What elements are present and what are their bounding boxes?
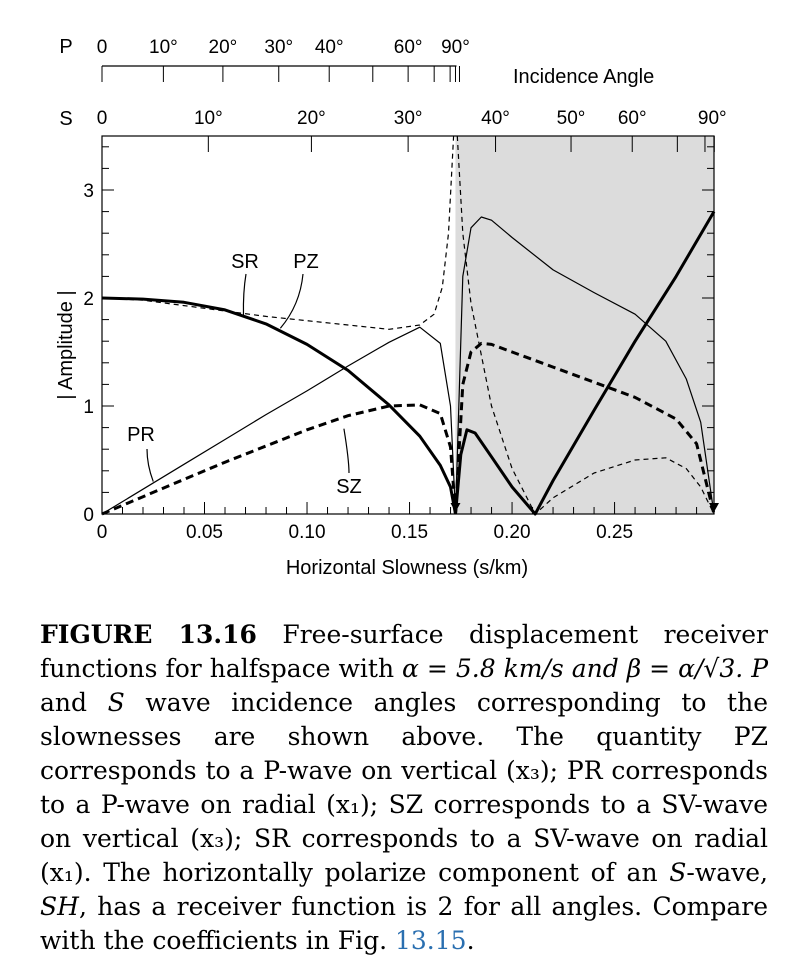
caption-p: P (751, 654, 769, 683)
series-branch-line (454, 341, 716, 515)
y-tick-label: 3 (83, 181, 94, 202)
series-branch-line (454, 216, 715, 515)
p-axis-tick-label: 40° (315, 37, 344, 58)
caption-text-3: -wave, (686, 858, 768, 887)
figure-link[interactable]: 13.15 (395, 926, 467, 955)
series-branch-line (456, 135, 715, 515)
incidence-angle-label: Incidence Angle (513, 66, 654, 88)
caption-text-4: , has a receiver function is 2 for all a… (40, 892, 768, 955)
figure-caption: FIGURE 13.16 Free-surface displacement r… (40, 618, 768, 958)
y-tick-label: 0 (83, 505, 94, 526)
series-sz-line (101, 403, 457, 516)
s-axis-tick-label: 20° (297, 108, 326, 129)
top-axes-layer: 0 10° 20° 30° 40° 60° 90° 0 10° 20° 30° 40° 50° 60° 90… (97, 37, 727, 152)
x-tick-label: 0.25 (596, 522, 633, 543)
s-axis-tick-label: 40° (481, 108, 510, 129)
y-tick-label: 2 (83, 289, 94, 310)
s-axis-tick-label: 30° (394, 108, 423, 129)
annotation-leader-pz (279, 273, 304, 329)
p-axis-tick-label: 30° (264, 37, 293, 58)
caption-s: S (107, 688, 125, 717)
series-pz-line (101, 296, 457, 515)
caption-s-wave: S (669, 858, 687, 887)
annotation-label-pz: PZ (293, 251, 319, 273)
p-axis-tick-label: 0 (97, 37, 108, 58)
caption-sh: SH (40, 892, 79, 921)
caption-text-2: wave incidence angles corresponding to t… (40, 688, 768, 887)
s-axis-tick-label: 10° (194, 108, 223, 129)
x-axis-label: Horizontal Slowness (s/km) (286, 557, 528, 579)
annotation-label-sr: SR (231, 251, 259, 273)
caption-end: . (466, 926, 475, 955)
x-tick-label: 0.20 (494, 522, 531, 543)
s-axis-label: S (59, 108, 72, 130)
annotation-leader-sz (343, 428, 350, 474)
annotation-leader-sr (242, 273, 247, 316)
x-tick-label: 0.10 (289, 522, 326, 543)
shaded-region (455, 136, 714, 514)
x-tick-label: 0 (97, 522, 108, 543)
s-axis-tick-label: 90° (698, 108, 727, 129)
x-tick-label: 0.15 (391, 522, 428, 543)
y-tick-label: 1 (83, 397, 94, 418)
annotation-leader-pr (146, 448, 154, 482)
caption-text-1: Free-surface displacement receiver funct… (40, 620, 768, 683)
annotation-label-pr: PR (127, 424, 155, 446)
series-branch-line (454, 210, 716, 516)
p-axis-tick-label: 10° (149, 37, 178, 58)
s-axis-tick-label: 50° (557, 108, 586, 129)
figure-label: FIGURE 13.16 (40, 620, 257, 649)
y-axis-label: | Amplitude | (55, 290, 77, 399)
series-layer (101, 135, 716, 516)
p-axis-tick-label: 60° (394, 37, 423, 58)
receiver-function-chart: 0 0.05 0.10 0.15 0.20 0.25 0 1 2 3 0 10° 20° 30° 40° 6… (55, 36, 727, 579)
annotation-label-sz: SZ (336, 476, 362, 498)
x-tick-label: 0.05 (186, 522, 223, 543)
series-pr-line (101, 326, 457, 515)
p-axis-tick-label: 20° (209, 37, 238, 58)
shaded-region-layer (455, 136, 714, 514)
annotations-layer: SR PZ PR SZ (127, 251, 362, 498)
p-axis-label: P (59, 36, 72, 58)
caption-math-1: α = 5.8 km/s and β = α/√3. (402, 654, 744, 683)
s-axis-tick-label: 60° (618, 108, 647, 129)
caption-and: and (40, 688, 88, 717)
p-axis-tick-label: 90° (441, 37, 470, 58)
series-sr-line (101, 135, 455, 330)
s-axis-tick-label: 0 (97, 108, 108, 129)
